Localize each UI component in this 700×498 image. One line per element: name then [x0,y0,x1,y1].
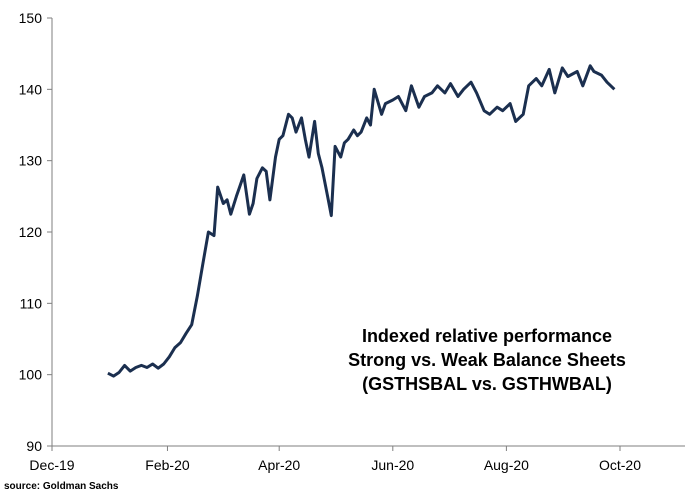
y-ticks: 90 100 110 120 130 140 150 [19,10,52,454]
y-tick-label: 120 [19,224,43,240]
y-tick-label: 90 [26,438,42,454]
annotation: Indexed relative performance Strong vs. … [348,326,626,394]
x-tick-label: Oct-20 [599,457,641,473]
source-note: source: Goldman Sachs [4,481,119,492]
x-tick-label: Dec-19 [29,457,74,473]
series-line [107,64,616,378]
y-tick-label: 140 [19,81,43,97]
annotation-line-1: Indexed relative performance [362,326,612,346]
y-tick-label: 130 [19,153,43,169]
y-tick-label: 110 [20,295,43,311]
annotation-line-2: Strong vs. Weak Balance Sheets [348,350,626,370]
x-ticks: Dec-19 Feb-20 Apr-20 Jun-20 Aug-20 Oct-20 [29,446,641,473]
x-tick-label: Feb-20 [145,457,190,473]
annotation-line-3: (GSTHSBAL vs. GSTHWBAL) [362,374,612,394]
y-tick-label: 100 [19,367,43,383]
x-tick-label: Jun-20 [371,457,414,473]
series-group [107,64,616,378]
x-tick-label: Apr-20 [258,457,300,473]
y-tick-label: 150 [19,10,43,26]
x-tick-label: Aug-20 [484,457,529,473]
